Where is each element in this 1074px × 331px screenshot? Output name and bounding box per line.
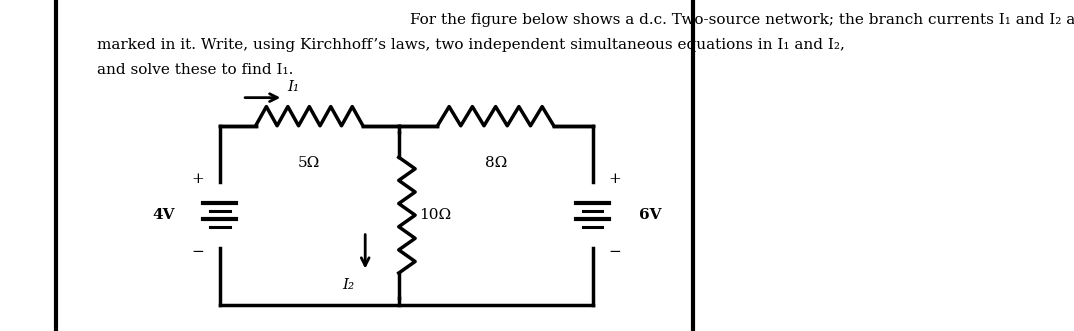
Text: 8Ω: 8Ω — [484, 156, 507, 169]
Text: and solve these to find I₁.: and solve these to find I₁. — [97, 63, 293, 77]
Text: +: + — [609, 172, 621, 186]
Text: 10Ω: 10Ω — [420, 208, 452, 222]
Text: 4V: 4V — [153, 208, 175, 222]
Text: I₁: I₁ — [287, 80, 299, 94]
Text: −: − — [609, 245, 621, 259]
Text: 5Ω: 5Ω — [299, 156, 320, 169]
Text: For the figure below shows a d.c. Two-source network; the branch currents I₁ and: For the figure below shows a d.c. Two-so… — [410, 13, 1074, 27]
Text: 6V: 6V — [639, 208, 662, 222]
Text: +: + — [191, 172, 204, 186]
Text: marked in it. Write, using Kirchhoff’s laws, two independent simultaneous equati: marked in it. Write, using Kirchhoff’s l… — [97, 38, 845, 52]
Text: −: − — [191, 245, 204, 259]
Text: I₂: I₂ — [342, 278, 354, 292]
